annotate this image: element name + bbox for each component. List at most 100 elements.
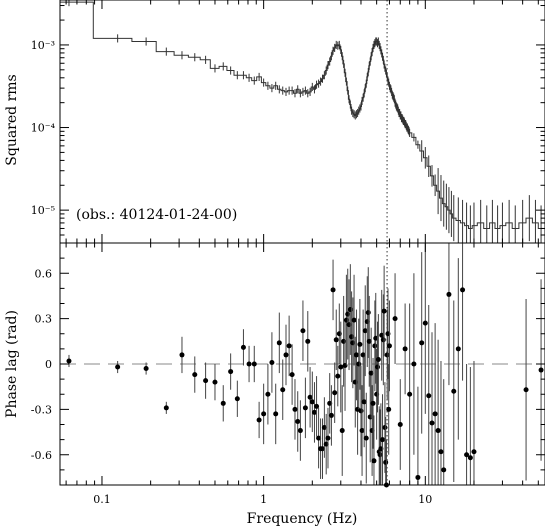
phase-lag-point xyxy=(320,446,326,452)
phase-lag-point xyxy=(321,425,327,431)
phase-lag-point xyxy=(432,411,438,417)
phase-lag-point xyxy=(163,405,169,411)
phase-lag-point xyxy=(370,400,376,406)
phase-lag-point xyxy=(246,361,252,367)
bottom-y-tick-label: 0.3 xyxy=(35,313,53,326)
phase-lag-point xyxy=(330,287,336,293)
phase-lag-point xyxy=(325,435,331,441)
phase-lag-point xyxy=(386,343,392,349)
phase-lag-point xyxy=(361,399,367,405)
phase-lag-point xyxy=(351,317,357,323)
phase-lag-point xyxy=(179,352,185,358)
x-tick-label: 10 xyxy=(418,493,432,506)
phase-lag-point xyxy=(429,420,435,426)
bottom-y-tick-label: -0.3 xyxy=(31,403,52,416)
phase-lag-point xyxy=(371,458,377,464)
phase-lag-point xyxy=(203,378,209,384)
phase-lag-point xyxy=(280,387,286,393)
power-spectrum-series xyxy=(60,0,544,243)
phase-lag-point xyxy=(360,352,366,358)
bottom-panel-frame xyxy=(59,242,545,486)
phase-lag-point xyxy=(234,396,240,402)
top-y-tick-label: 10⁻⁵ xyxy=(31,204,55,217)
bottom-y-tick-label: -0.6 xyxy=(31,449,52,462)
phase-lag-point xyxy=(261,411,267,417)
phase-lag-point xyxy=(143,366,149,372)
phase-lag-point xyxy=(309,399,315,405)
top-panel-ticks: 10⁻⁵ 10⁻⁴ 10⁻³ xyxy=(31,0,545,244)
phase-lag-point xyxy=(350,340,356,346)
phase-lag-point xyxy=(295,418,301,424)
power-spectrum-step-line xyxy=(60,1,544,229)
phase-lag-point xyxy=(366,338,372,344)
phase-lag-point xyxy=(375,356,381,362)
phase-lag-point xyxy=(307,394,313,400)
observation-annotation: (obs.: 40124-01-24-00) xyxy=(76,207,237,223)
x-axis-label: Frequency (Hz) xyxy=(247,511,358,527)
top-y-tick-label: 10⁻³ xyxy=(31,39,55,52)
phase-lag-point xyxy=(333,337,339,343)
phase-lag-point xyxy=(435,428,441,434)
phase-lag-point xyxy=(289,372,295,378)
phase-lag-point xyxy=(292,406,298,412)
top-y-tick-label: 10⁻⁴ xyxy=(31,122,56,135)
phase-lag-point xyxy=(467,455,473,461)
phase-lag-point xyxy=(471,449,477,455)
phase-lag-point xyxy=(265,391,271,397)
phase-lag-point xyxy=(382,425,388,431)
phase-lag-point xyxy=(377,452,383,458)
phase-lag-point xyxy=(115,364,121,370)
phase-lag-point xyxy=(228,369,234,375)
phase-lag-point xyxy=(407,391,413,397)
phase-lag-point xyxy=(323,441,329,447)
phase-lag-point xyxy=(240,344,246,350)
phase-lag-point xyxy=(362,328,368,334)
phase-lag-point xyxy=(357,341,363,347)
x-tick-label: 0.1 xyxy=(93,493,111,506)
phase-lag-point xyxy=(441,467,447,473)
phase-lag-point xyxy=(372,343,378,349)
phase-lag-point xyxy=(305,338,311,344)
phase-lag-point xyxy=(359,428,365,434)
phase-lag-point xyxy=(353,352,359,358)
phase-lag-point xyxy=(276,340,282,346)
phase-lag-point xyxy=(446,291,452,297)
phase-lag-point xyxy=(380,437,386,443)
phase-lag-point xyxy=(460,287,466,293)
phase-lag-point xyxy=(451,388,457,394)
phase-lag-point xyxy=(397,422,403,427)
bottom-y-tick-label: 0 xyxy=(45,358,52,371)
bottom-panel-phase-lag: 0.1 1 10 -0.6 -0.3 0 0.3 0.6 Phase lag (rad) Fr… xyxy=(4,242,545,527)
top-y-axis-label: Squared rms xyxy=(4,74,20,165)
bottom-panel-ticks: 0.1 1 10 -0.6 -0.3 0 0.3 0.6 xyxy=(31,242,545,506)
phase-lag-point xyxy=(328,412,334,418)
phase-lag-point xyxy=(438,449,444,455)
phase-lag-point xyxy=(269,359,275,365)
phase-lag-point xyxy=(297,428,303,434)
phase-lag-point xyxy=(373,335,379,341)
phase-lag-point xyxy=(335,373,341,379)
phase-lag-point xyxy=(386,406,392,412)
x-tick-label: 1 xyxy=(260,493,267,506)
phase-lag-point xyxy=(411,361,417,367)
phase-lag-point xyxy=(402,346,408,352)
phase-lag-point xyxy=(316,435,322,441)
phase-lag-series xyxy=(66,243,544,488)
phase-lag-point xyxy=(422,320,428,326)
phase-lag-point xyxy=(375,364,381,370)
phase-lag-point xyxy=(256,417,262,423)
phase-lag-point xyxy=(365,310,371,316)
phase-lag-point xyxy=(538,367,544,373)
phase-lag-point xyxy=(300,328,306,334)
phase-lag-point xyxy=(464,452,470,458)
top-panel-power-spectrum: 10⁻⁵ 10⁻⁴ 10⁻³ Squared rms (obs.: 40124-01… xyxy=(4,0,545,244)
phase-lag-point xyxy=(415,474,421,480)
phase-lag-point xyxy=(381,308,387,314)
phase-lag-point xyxy=(419,340,425,346)
phase-lag-point xyxy=(363,435,369,441)
phase-lag-point xyxy=(383,459,389,465)
phase-lag-point xyxy=(251,361,257,367)
phase-lag-point xyxy=(332,390,338,396)
phase-lag-point xyxy=(212,379,218,385)
